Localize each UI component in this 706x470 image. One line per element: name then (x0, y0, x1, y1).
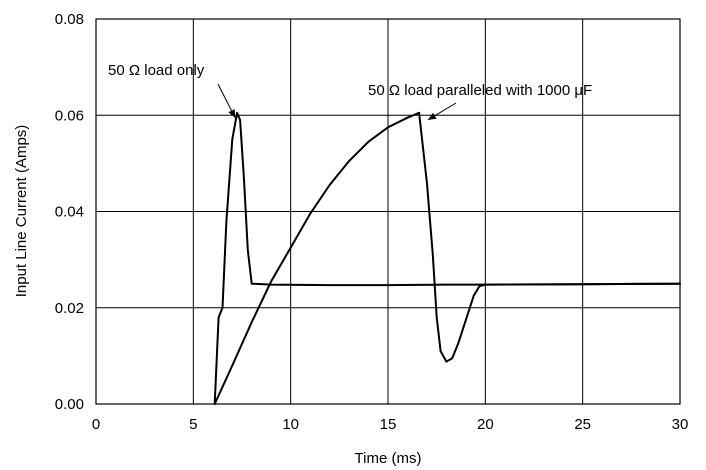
y-tick-label: 0.02 (55, 300, 84, 317)
y-tick-label: 0.06 (55, 107, 84, 124)
series-line-50-ohm-with-capacitor (213, 111, 681, 405)
plot-frame (95, 18, 681, 405)
x-tick-label: 15 (380, 416, 397, 433)
x-axis-label: Time (ms) (355, 450, 422, 467)
tick-labels: 0 5 10 15 20 25 30 0.00 0.02 0.04 0.06 0.08 (55, 11, 689, 433)
y-tick-label: 0.00 (55, 396, 84, 413)
y-tick-label: 0.08 (55, 11, 84, 28)
arrowhead-icon (228, 109, 236, 118)
x-tick-label: 5 (189, 416, 197, 433)
series-group (213, 111, 681, 405)
x-tick-label: 25 (574, 416, 591, 433)
x-tick-label: 0 (92, 416, 100, 433)
annotation-label: 50 Ω load only (108, 62, 205, 79)
x-tick-label: 20 (477, 416, 494, 433)
annotation-label: 50 Ω load paralleled with 1000 μF (368, 82, 592, 99)
annotations: 50 Ω load only 50 Ω load paralleled with … (108, 62, 592, 121)
y-tick-label: 0.04 (55, 204, 84, 221)
series-line-50-ohm-load (213, 111, 681, 405)
grid-lines (96, 19, 680, 404)
x-tick-label: 30 (672, 416, 689, 433)
arrowhead-icon (427, 112, 437, 120)
x-tick-label: 10 (282, 416, 299, 433)
y-axis-label: Input Line Current (Amps) (13, 125, 30, 298)
